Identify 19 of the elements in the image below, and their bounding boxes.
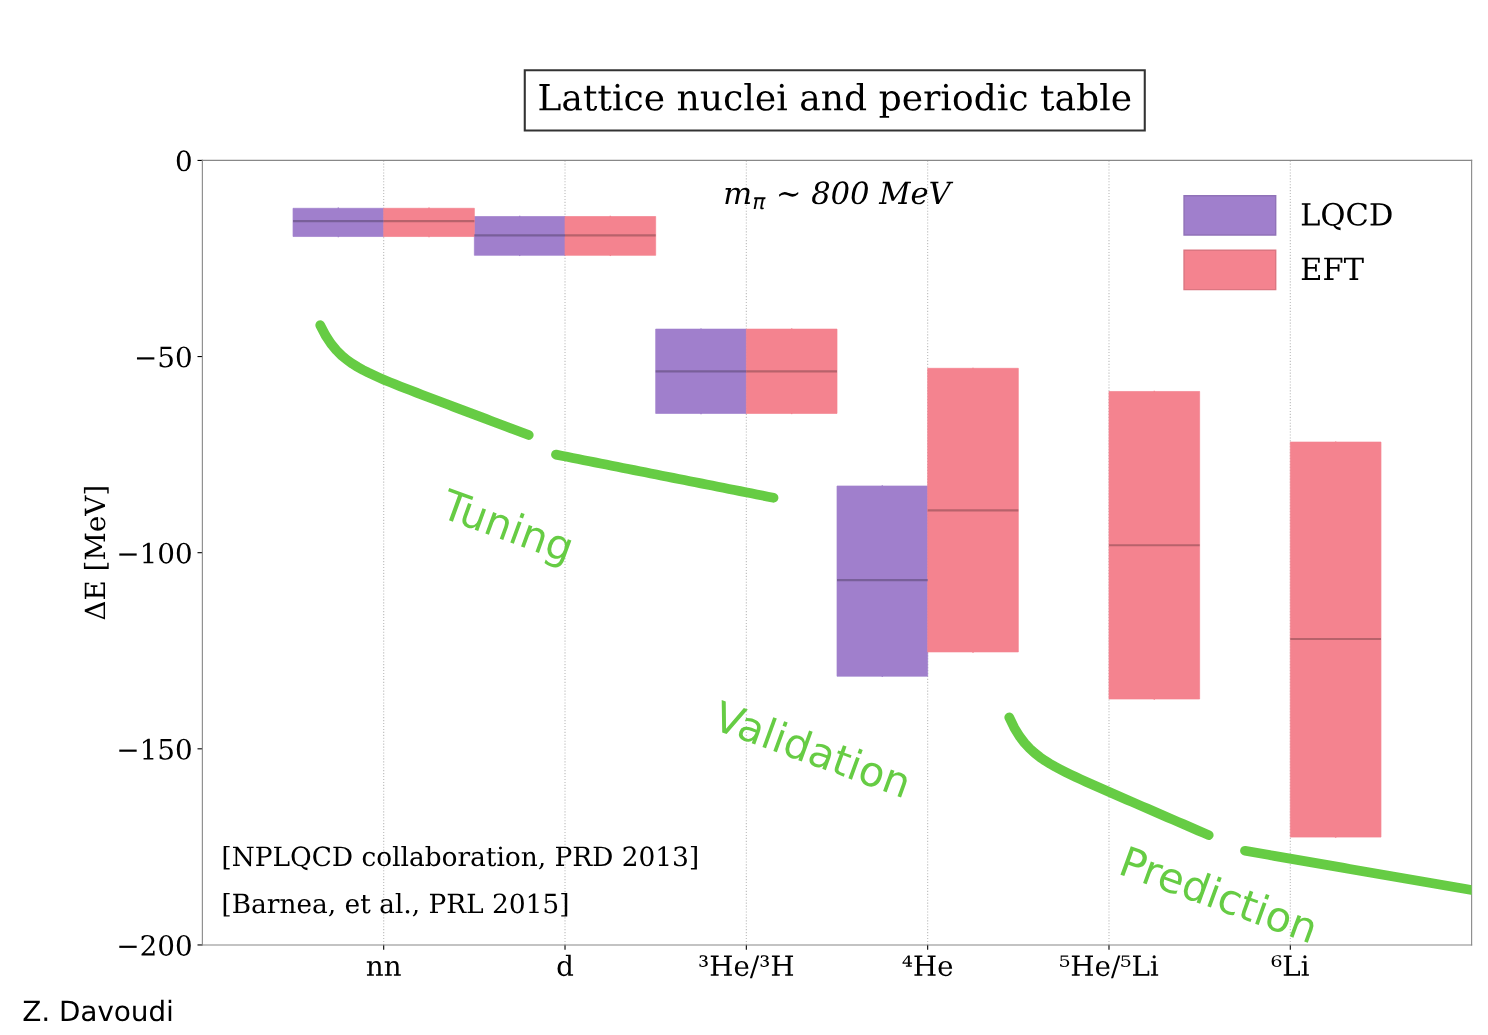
annotation: [Barnea, et al., PRL 2015] (223, 892, 568, 917)
y-tick-label: −100 (119, 542, 191, 564)
annotation: m$_{π}$ ∼ 800 MeV (725, 181, 954, 210)
y-axis-title: ΔE [MeV] (83, 487, 109, 620)
x-tick-label: ⁶Li (1271, 955, 1309, 976)
y-tick-label: −150 (119, 738, 191, 760)
y-tick-label: −50 (136, 346, 191, 368)
y-tick-label: 0 (176, 150, 191, 172)
annotation: [NPLQCD collaboration, PRD 2013] (223, 845, 697, 871)
y-tick-label: −200 (119, 934, 191, 956)
chart-title: Lattice nuclei and periodic table (539, 82, 1131, 118)
x-tick-label: ⁴He (902, 955, 953, 977)
x-tick-label: ³He/³H (699, 955, 794, 979)
text: Z. Davoudi (23, 999, 172, 1022)
x-tick-label: ⁵He/⁵Li (1060, 955, 1159, 979)
x-tick-label: nn (366, 960, 401, 976)
x-tick-label: d (557, 954, 574, 977)
legend-label: EFT (1301, 257, 1364, 280)
legend-label: LQCD (1301, 202, 1392, 231)
